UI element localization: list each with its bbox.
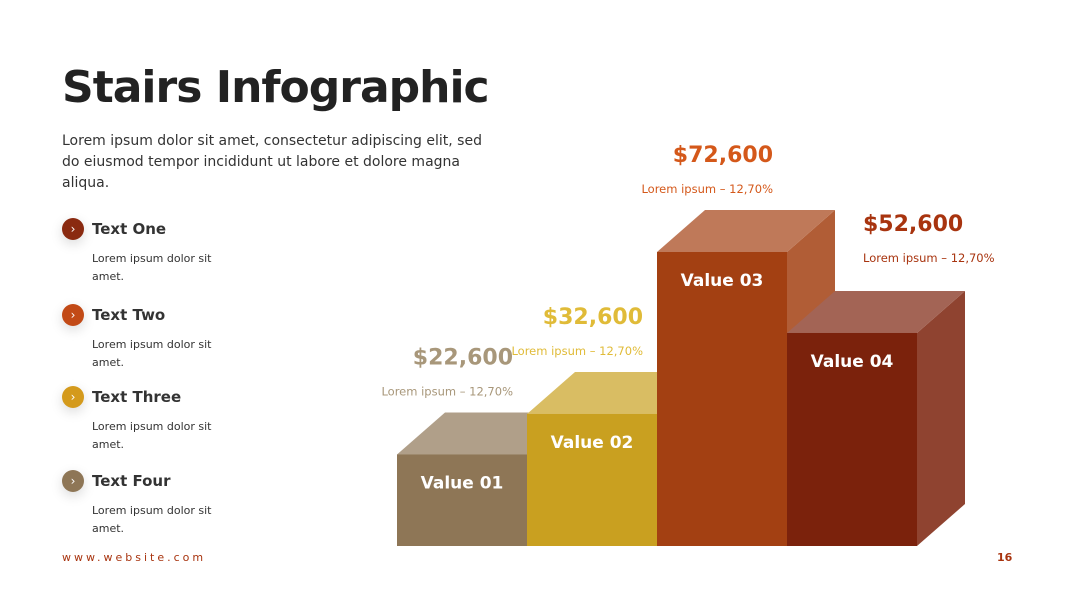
value-label: $32,600 — [543, 305, 643, 330]
bar — [527, 413, 657, 546]
item-title: Text Four — [92, 472, 171, 490]
page-number: 16 — [997, 551, 1013, 564]
bar — [787, 332, 917, 546]
value-label: $52,600 — [863, 212, 963, 237]
bullet-icon: › — [62, 218, 84, 240]
website: www.website.com — [62, 551, 207, 564]
description: Lorem ipsum dolor sit amet, consectetur … — [62, 133, 482, 191]
bullet-icon: › — [62, 304, 84, 326]
item-text: Lorem ipsum dolor sit amet. — [92, 504, 212, 535]
category-label: Value 03 — [681, 271, 764, 291]
annotation: Lorem ipsum – 12,70% — [381, 384, 513, 398]
item-title: Text Three — [92, 388, 182, 406]
bullet-icon: › — [62, 386, 84, 408]
category-label: Value 02 — [551, 433, 634, 453]
item-text: Lorem ipsum dolor sit amet. — [92, 252, 212, 283]
annotation: Lorem ipsum – 12,70% — [863, 251, 995, 265]
bar — [657, 252, 787, 546]
annotation: Lorem ipsum – 12,70% — [641, 182, 773, 196]
bar — [397, 454, 527, 546]
bullet-icon: › — [62, 470, 84, 492]
slide-title: Stairs Infographic — [62, 62, 490, 113]
category-label: Value 01 — [421, 473, 504, 493]
category-label: Value 04 — [811, 352, 894, 372]
item-text: Lorem ipsum dolor sit amet. — [92, 420, 212, 451]
item-text: Lorem ipsum dolor sit amet. — [92, 338, 212, 369]
value-label: $72,600 — [673, 143, 773, 168]
bar-side — [917, 290, 965, 546]
value-label: $22,600 — [413, 345, 513, 370]
annotation: Lorem ipsum – 12,70% — [511, 344, 643, 358]
bar-top — [657, 210, 835, 252]
item-title: Text Two — [92, 306, 166, 324]
bar-top — [787, 290, 965, 333]
item-title: Text One — [92, 220, 167, 238]
